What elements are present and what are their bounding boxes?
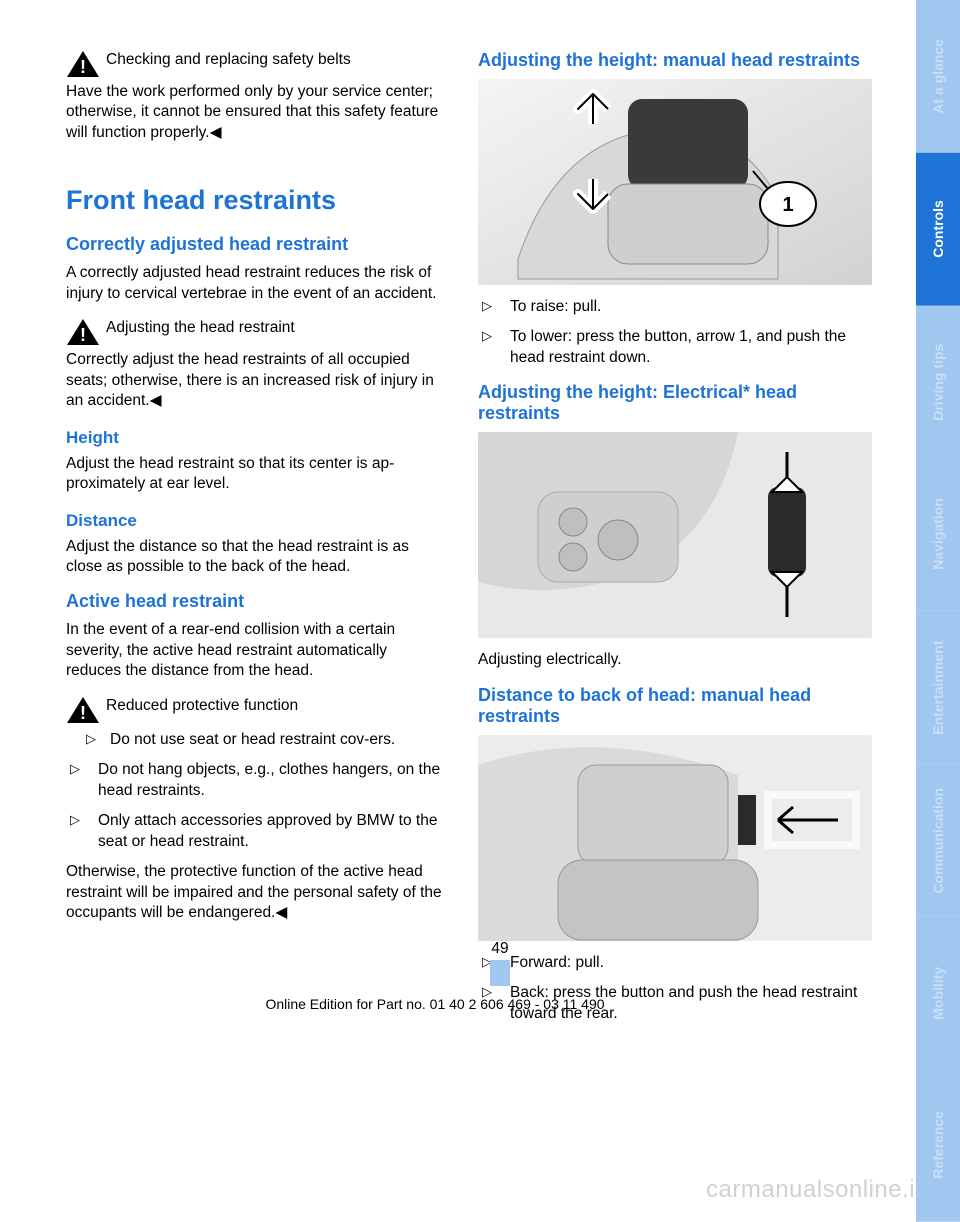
side-tab[interactable]: Driving tips	[916, 306, 960, 459]
warning-icon: !	[66, 50, 100, 78]
paragraph: In the event of a rear-end collision wit…	[66, 620, 446, 681]
paragraph: Adjust the head restraint so that its ce…	[66, 454, 446, 495]
side-tab[interactable]: Reference	[916, 1069, 960, 1222]
left-column: ! Checking and replacing safety belts Ha…	[66, 50, 446, 1034]
side-tab[interactable]: Mobility	[916, 917, 960, 1070]
page-number-block: 49	[480, 940, 520, 986]
two-column-layout: ! Checking and replacing safety belts Ha…	[66, 50, 872, 1034]
subheading-correct: Correctly adjusted head restraint	[66, 234, 446, 255]
paragraph: Adjusting electrically.	[478, 650, 872, 670]
warning-body: Correctly adjust the head restraints of …	[66, 350, 446, 411]
list-item: To raise: pull.	[478, 297, 872, 317]
subsub-height: Height	[66, 428, 446, 448]
subsub-distance: Distance	[66, 511, 446, 531]
list-item: Forward: pull.	[478, 953, 872, 973]
svg-text:!: !	[80, 325, 86, 345]
list-item: Do not hang objects, e.g., clothes hange…	[66, 760, 446, 801]
page-number: 49	[480, 940, 520, 958]
subheading-manual-height: Adjusting the height: manual head restra…	[478, 50, 872, 71]
warning-block-adjust: ! Adjusting the head restraint Correctly…	[66, 318, 446, 411]
right-column: Adjusting the height: manual head restra…	[478, 50, 872, 1034]
warning-body: Have the work performed only by your ser…	[66, 82, 446, 143]
list-item: Only attach accessories approved by BMW …	[66, 811, 446, 852]
figure-manual-headrest: 1	[478, 79, 872, 285]
paragraph: A correctly adjusted head restraint redu…	[66, 263, 446, 304]
footer-text: Online Edition for Part no. 01 40 2 606 …	[0, 996, 870, 1012]
list-item: To lower: press the button, arrow 1, and…	[478, 327, 872, 368]
svg-text:1: 1	[782, 194, 793, 216]
warning-title: Checking and replacing safety belts	[106, 51, 351, 68]
watermark: carmanualsonline.info	[706, 1176, 950, 1204]
bullet-list: To raise: pull. To lower: press the butt…	[478, 297, 872, 368]
side-tab[interactable]: Communication	[916, 764, 960, 917]
warning-title: Reduced protective function	[106, 697, 298, 714]
side-tab[interactable]: Entertainment	[916, 611, 960, 764]
warning-bullet-list: Do not use seat or head restraint cov‐er…	[66, 730, 446, 750]
list-item: Do not use seat or head restraint cov‐er…	[66, 730, 446, 750]
subheading-active: Active head restraint	[66, 591, 446, 612]
side-tab[interactable]: Controls	[916, 153, 960, 306]
page-body: ! Checking and replacing safety belts Ha…	[0, 0, 872, 1034]
svg-text:!: !	[80, 703, 86, 723]
warning-block-belts: ! Checking and replacing safety belts Ha…	[66, 50, 446, 143]
side-tab[interactable]: Navigation	[916, 458, 960, 611]
side-tab[interactable]: At a glance	[916, 0, 960, 153]
page-number-bar	[490, 960, 510, 986]
svg-text:!: !	[80, 57, 86, 77]
bullet-list: Do not hang objects, e.g., clothes hange…	[66, 760, 446, 852]
paragraph: Adjust the distance so that the head res…	[66, 537, 446, 578]
section-heading: Front head restraints	[66, 185, 446, 216]
figure-distance-headrest	[478, 735, 872, 941]
bullet-list: Forward: pull. Back: press the button an…	[478, 953, 872, 1024]
warning-title: Adjusting the head restraint	[106, 319, 295, 336]
subheading-distance-manual: Distance to back of head: manual head re…	[478, 685, 872, 727]
warning-block-reduced: ! Reduced protective function Do not use…	[66, 696, 446, 750]
subheading-electrical-height: Adjusting the height: Electrical* head r…	[478, 382, 872, 424]
figure-electrical-headrest	[478, 432, 872, 638]
side-tabs: At a glanceControlsDriving tipsNavigatio…	[916, 0, 960, 1222]
warning-icon: !	[66, 696, 100, 724]
paragraph: Otherwise, the protective function of th…	[66, 862, 446, 923]
warning-icon: !	[66, 318, 100, 346]
